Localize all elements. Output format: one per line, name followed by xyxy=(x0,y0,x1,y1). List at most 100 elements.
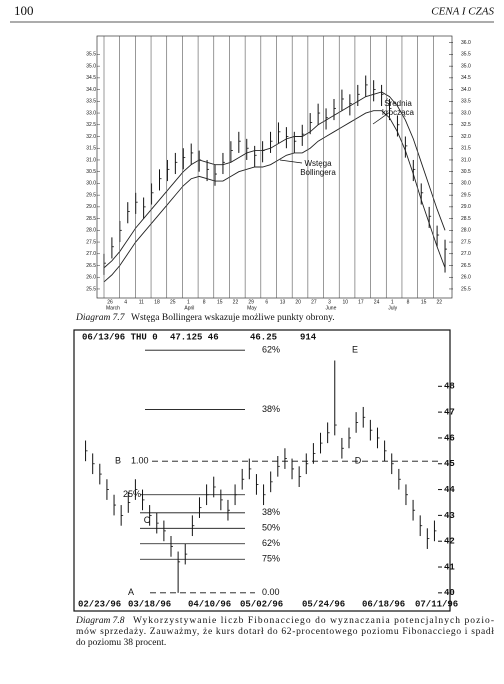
x-tick-label: 07/11/96 xyxy=(415,599,458,609)
y2-tick-label: 44 xyxy=(444,485,455,495)
x-tick-label: 8 xyxy=(203,299,206,305)
x-tick-label: 22 xyxy=(437,299,443,305)
y2-tick-label: 28.0 xyxy=(461,228,471,234)
y-tick-label: 33.5 xyxy=(86,99,96,105)
month-label: March xyxy=(106,305,120,311)
y-tick-label: 30.0 xyxy=(86,181,96,187)
header-text: 46.25 xyxy=(250,332,277,342)
x-tick-label: 03/18/96 xyxy=(128,599,171,609)
y2-tick-label: 48 xyxy=(444,382,455,392)
y-tick-label: 32.5 xyxy=(86,122,96,128)
y2-tick-label: 42 xyxy=(444,537,455,547)
x-tick-label: 05/02/96 xyxy=(240,599,283,609)
x-tick-label: 6 xyxy=(265,299,268,305)
y2-tick-label: 32.0 xyxy=(461,134,471,140)
y-tick-label: 31.0 xyxy=(86,157,96,163)
fib-label: 25% xyxy=(123,489,141,499)
point-label: B xyxy=(115,456,121,466)
caption-line: mów sprzedaży. Zauważmy, że kurs dotarł … xyxy=(76,627,494,637)
running-head: CENA I CZAS xyxy=(431,6,494,18)
y2-tick-label: 31.5 xyxy=(461,146,471,152)
fib-label: 75% xyxy=(262,554,280,564)
caption-line: Wykorzystywanie liczb Fibonacciego do wy… xyxy=(133,616,494,626)
y-tick-label: 33.0 xyxy=(86,110,96,116)
point-label: C xyxy=(144,515,151,525)
x-tick-label: 25 xyxy=(170,299,176,305)
x-tick-label: 26 xyxy=(107,299,113,305)
indicator-line xyxy=(103,110,446,283)
y2-tick-label: 31.0 xyxy=(461,157,471,163)
y2-tick-label: 34.0 xyxy=(461,87,471,93)
y2-tick-label: 47 xyxy=(444,407,455,417)
fib-label: 0.00 xyxy=(262,587,280,597)
y2-tick-label: 41 xyxy=(444,562,455,572)
annotation: Bollingera xyxy=(300,168,336,177)
x-tick-label: 02/23/96 xyxy=(78,599,121,609)
y-tick-label: 35.5 xyxy=(86,52,96,58)
y-tick-label: 28.0 xyxy=(86,228,96,234)
y-tick-label: 28.5 xyxy=(86,216,96,222)
y2-tick-label: 25.5 xyxy=(461,286,471,292)
y2-tick-label: 29.0 xyxy=(461,204,471,210)
x-tick-label: 10 xyxy=(342,299,348,305)
caption-label: Diagram 7.7 xyxy=(75,313,126,323)
y-tick-label: 26.0 xyxy=(86,275,96,281)
y2-tick-label: 30.0 xyxy=(461,181,471,187)
y2-tick-label: 40 xyxy=(444,588,455,598)
y2-tick-label: 36.0 xyxy=(461,40,471,46)
y2-tick-label: 30.5 xyxy=(461,169,471,175)
caption-label: Diagram 7.8 xyxy=(75,616,125,626)
y2-tick-label: 35.0 xyxy=(461,63,471,69)
point-label: D xyxy=(355,456,362,466)
x-tick-label: 8 xyxy=(407,299,410,305)
y-tick-label: 27.5 xyxy=(86,239,96,245)
y-tick-label: 35.0 xyxy=(86,63,96,69)
y-tick-label: 25.5 xyxy=(86,286,96,292)
x-tick-label: 05/24/96 xyxy=(302,599,345,609)
y-tick-label: 34.0 xyxy=(86,87,96,93)
month-label: April xyxy=(184,305,194,311)
x-tick-label: 24 xyxy=(374,299,380,305)
x-tick-label: 11 xyxy=(139,299,144,305)
header-text: 06/13/96 THU 0 xyxy=(82,332,158,342)
page-number: 100 xyxy=(14,3,34,18)
y2-tick-label: 26.5 xyxy=(461,263,471,269)
fib-label: 1.00 xyxy=(131,456,149,466)
x-tick-label: 15 xyxy=(217,299,223,305)
x-tick-label: 13 xyxy=(280,299,286,305)
annotation-arrow xyxy=(279,159,303,164)
fib-label: 38% xyxy=(262,507,280,517)
y2-tick-label: 32.5 xyxy=(461,122,471,128)
chart1-frame xyxy=(96,35,453,299)
x-tick-label: 20 xyxy=(295,299,301,305)
x-tick-label: 1 xyxy=(187,299,190,305)
fib-label: 38% xyxy=(262,404,280,414)
y2-tick-label: 27.0 xyxy=(461,251,471,257)
y2-tick-label: 26.0 xyxy=(461,275,471,281)
month-label: May xyxy=(247,305,257,311)
y-tick-label: 32.0 xyxy=(86,134,96,140)
annotation: krocząca xyxy=(382,108,415,117)
x-tick-label: 04/10/96 xyxy=(188,599,231,609)
y2-tick-label: 27.5 xyxy=(461,239,471,245)
x-tick-label: 3 xyxy=(328,299,331,305)
y2-tick-label: 33.5 xyxy=(461,99,471,105)
annotation: Średnia xyxy=(384,99,412,108)
header-text: 47.125 46 xyxy=(170,332,219,342)
y2-tick-label: 45 xyxy=(444,459,455,469)
x-tick-label: 15 xyxy=(421,299,427,305)
y2-tick-label: 34.5 xyxy=(461,75,471,81)
fib-label: 50% xyxy=(262,523,280,533)
fib-label: 62% xyxy=(262,538,280,548)
y2-tick-label: 33.0 xyxy=(461,110,471,116)
annotation: Wstęga xyxy=(304,159,332,168)
month-label: July xyxy=(388,305,397,311)
y-tick-label: 29.5 xyxy=(86,192,96,198)
y2-tick-label: 46 xyxy=(444,433,455,443)
y2-tick-label: 35.5 xyxy=(461,52,471,58)
x-tick-label: 4 xyxy=(124,299,127,305)
y-tick-label: 26.5 xyxy=(86,263,96,269)
x-tick-label: 29 xyxy=(248,299,254,305)
annotation-arrow xyxy=(372,111,391,125)
